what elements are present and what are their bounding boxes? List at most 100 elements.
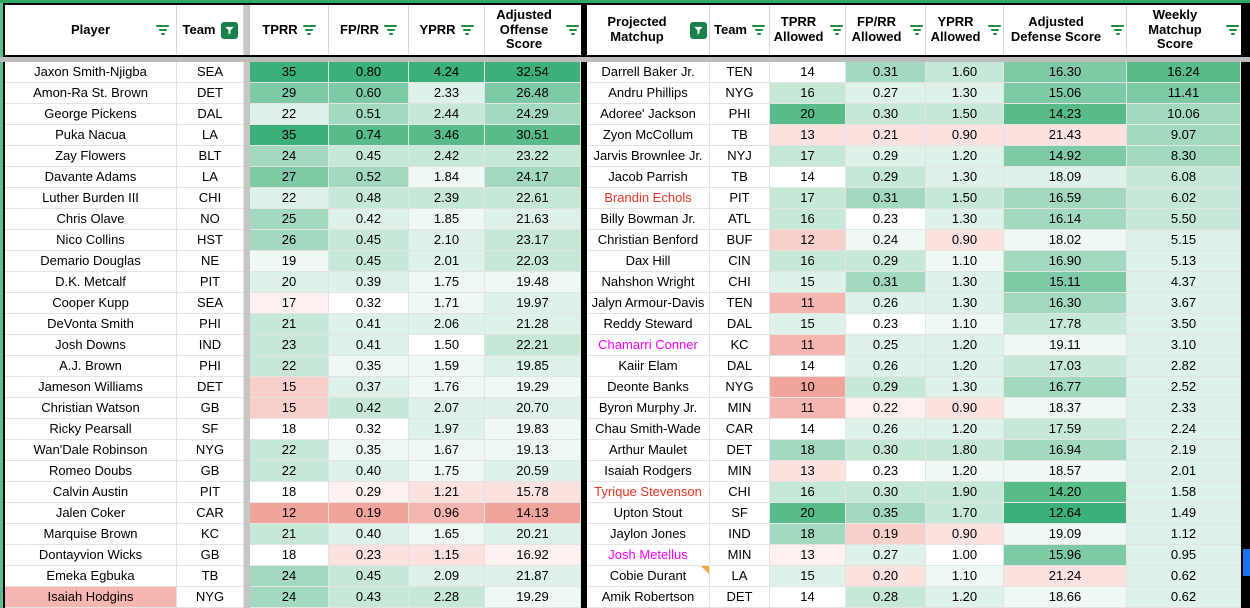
stat-cell-yprr[interactable]: 2.28 <box>409 587 485 608</box>
stat-cell-tprr-allowed[interactable]: 14 <box>770 587 846 608</box>
stat-cell-yprr[interactable]: 1.21 <box>409 482 485 503</box>
team-cell[interactable]: SF <box>177 419 244 440</box>
stat-cell-tprr[interactable]: 22 <box>250 440 329 461</box>
stat-cell-adjusted-defense-score[interactable]: 16.14 <box>1004 209 1127 230</box>
stat-cell-weekly-matchup-score[interactable]: 0.95 <box>1127 545 1241 566</box>
stat-cell-yprr[interactable]: 2.09 <box>409 566 485 587</box>
stat-cell-fp-rr[interactable]: 0.45 <box>329 251 409 272</box>
player-name-cell[interactable]: Jaxon Smith-Njigba <box>5 62 177 83</box>
stat-cell-tprr[interactable]: 22 <box>250 461 329 482</box>
col-header-projected-matchup[interactable]: Projected Matchup <box>587 5 710 55</box>
filter-icon[interactable] <box>988 25 1001 35</box>
stat-cell-weekly-matchup-score[interactable]: 0.62 <box>1127 566 1241 587</box>
stat-cell-tprr-allowed[interactable]: 13 <box>770 461 846 482</box>
stat-cell-weekly-matchup-score[interactable]: 2.52 <box>1127 377 1241 398</box>
stat-cell-adjusted-offense-score[interactable]: 21.87 <box>485 566 581 587</box>
stat-cell-yprr[interactable]: 1.76 <box>409 377 485 398</box>
stat-cell-adjusted-offense-score[interactable]: 19.97 <box>485 293 581 314</box>
matchup-name-cell[interactable]: Upton Stout <box>587 503 710 524</box>
stat-cell-yprr[interactable]: 1.59 <box>409 356 485 377</box>
stat-cell-fp-rr-allowed[interactable]: 0.31 <box>846 188 926 209</box>
team-cell[interactable]: TEN <box>710 62 770 83</box>
matchup-name-cell[interactable]: Arthur Maulet <box>587 440 710 461</box>
stat-cell-yprr-allowed[interactable]: 1.20 <box>926 461 1004 482</box>
stat-cell-tprr[interactable]: 29 <box>250 83 329 104</box>
matchup-name-cell[interactable]: Jalyn Armour-Davis <box>587 293 710 314</box>
stat-cell-weekly-matchup-score[interactable]: 8.30 <box>1127 146 1241 167</box>
stat-cell-yprr[interactable]: 1.84 <box>409 167 485 188</box>
team-cell[interactable]: LA <box>177 125 244 146</box>
stat-cell-adjusted-offense-score[interactable]: 20.70 <box>485 398 581 419</box>
stat-cell-yprr[interactable]: 2.10 <box>409 230 485 251</box>
stat-cell-adjusted-defense-score[interactable]: 16.77 <box>1004 377 1127 398</box>
player-name-cell[interactable]: Josh Downs <box>5 335 177 356</box>
team-cell[interactable]: PHI <box>710 104 770 125</box>
stat-cell-yprr[interactable]: 1.15 <box>409 545 485 566</box>
player-name-cell[interactable]: Jalen Coker <box>5 503 177 524</box>
stat-cell-fp-rr[interactable]: 0.45 <box>329 566 409 587</box>
stat-cell-fp-rr[interactable]: 0.45 <box>329 230 409 251</box>
stat-cell-fp-rr-allowed[interactable]: 0.23 <box>846 461 926 482</box>
stat-cell-weekly-matchup-score[interactable]: 11.41 <box>1127 83 1241 104</box>
stat-cell-fp-rr-allowed[interactable]: 0.25 <box>846 335 926 356</box>
stat-cell-yprr-allowed[interactable]: 1.30 <box>926 209 1004 230</box>
filter-icon[interactable] <box>156 25 169 35</box>
stat-cell-yprr[interactable]: 2.07 <box>409 398 485 419</box>
stat-cell-yprr[interactable]: 0.96 <box>409 503 485 524</box>
stat-cell-tprr-allowed[interactable]: 18 <box>770 440 846 461</box>
scrollbar-thumb[interactable] <box>1243 549 1250 576</box>
team-cell[interactable]: DAL <box>710 356 770 377</box>
stat-cell-weekly-matchup-score[interactable]: 1.49 <box>1127 503 1241 524</box>
matchup-name-cell[interactable]: Chau Smith-Wade <box>587 419 710 440</box>
stat-cell-fp-rr-allowed[interactable]: 0.31 <box>846 272 926 293</box>
team-cell[interactable]: BLT <box>177 146 244 167</box>
team-cell[interactable]: PIT <box>710 188 770 209</box>
col-header-team[interactable]: Team <box>710 5 770 55</box>
stat-cell-fp-rr-allowed[interactable]: 0.30 <box>846 440 926 461</box>
stat-cell-tprr[interactable]: 12 <box>250 503 329 524</box>
matchup-name-cell[interactable]: Josh Metellus <box>587 545 710 566</box>
stat-cell-tprr[interactable]: 22 <box>250 356 329 377</box>
stat-cell-tprr-allowed[interactable]: 15 <box>770 314 846 335</box>
stat-cell-yprr-allowed[interactable]: 1.10 <box>926 566 1004 587</box>
stat-cell-adjusted-defense-score[interactable]: 19.09 <box>1004 524 1127 545</box>
stat-cell-yprr-allowed[interactable]: 1.50 <box>926 104 1004 125</box>
stat-cell-yprr[interactable]: 3.46 <box>409 125 485 146</box>
stat-cell-adjusted-offense-score[interactable]: 19.48 <box>485 272 581 293</box>
stat-cell-fp-rr[interactable]: 0.42 <box>329 398 409 419</box>
stat-cell-yprr-allowed[interactable]: 1.60 <box>926 62 1004 83</box>
stat-cell-fp-rr[interactable]: 0.23 <box>329 545 409 566</box>
player-name-cell[interactable]: Marquise Brown <box>5 524 177 545</box>
stat-cell-adjusted-offense-score[interactable]: 16.92 <box>485 545 581 566</box>
stat-cell-yprr[interactable]: 1.75 <box>409 461 485 482</box>
team-cell[interactable]: CHI <box>177 188 244 209</box>
team-cell[interactable]: KC <box>710 335 770 356</box>
player-name-cell[interactable]: Emeka Egbuka <box>5 566 177 587</box>
stat-cell-yprr-allowed[interactable]: 1.00 <box>926 545 1004 566</box>
player-name-cell[interactable]: Wan'Dale Robinson <box>5 440 177 461</box>
stat-cell-tprr-allowed[interactable]: 20 <box>770 104 846 125</box>
stat-cell-adjusted-defense-score[interactable]: 16.30 <box>1004 293 1127 314</box>
stat-cell-adjusted-defense-score[interactable]: 21.24 <box>1004 566 1127 587</box>
stat-cell-fp-rr[interactable]: 0.51 <box>329 104 409 125</box>
filter-icon[interactable] <box>910 25 923 35</box>
stat-cell-adjusted-offense-score[interactable]: 19.29 <box>485 377 581 398</box>
team-cell[interactable]: DET <box>710 587 770 608</box>
stat-cell-tprr[interactable]: 24 <box>250 587 329 608</box>
stat-cell-adjusted-defense-score[interactable]: 16.59 <box>1004 188 1127 209</box>
stat-cell-weekly-matchup-score[interactable]: 6.08 <box>1127 167 1241 188</box>
player-name-cell[interactable]: Amon-Ra St. Brown <box>5 83 177 104</box>
stat-cell-fp-rr[interactable]: 0.37 <box>329 377 409 398</box>
stat-cell-adjusted-offense-score[interactable]: 20.59 <box>485 461 581 482</box>
team-cell[interactable]: CHI <box>710 272 770 293</box>
team-cell[interactable]: SF <box>710 503 770 524</box>
stat-cell-tprr[interactable]: 27 <box>250 167 329 188</box>
stat-cell-yprr[interactable]: 2.39 <box>409 188 485 209</box>
team-cell[interactable]: MIN <box>710 398 770 419</box>
player-name-cell[interactable]: Dontayvion Wicks <box>5 545 177 566</box>
stat-cell-weekly-matchup-score[interactable]: 2.82 <box>1127 356 1241 377</box>
stat-cell-fp-rr[interactable]: 0.74 <box>329 125 409 146</box>
stat-cell-tprr[interactable]: 18 <box>250 419 329 440</box>
matchup-name-cell[interactable]: Amik Robertson <box>587 587 710 608</box>
player-name-cell[interactable]: Romeo Doubs <box>5 461 177 482</box>
